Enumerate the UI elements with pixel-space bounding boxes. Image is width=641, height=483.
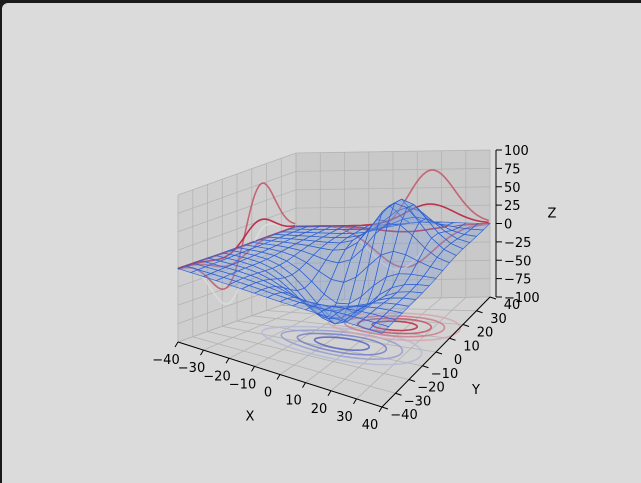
y-tick [462, 324, 470, 327]
surface-3d-chart: −40−30−20−10010203040−40−30−20−100102030… [152, 144, 557, 433]
y-axis-label: Y [471, 383, 480, 398]
grid-line-z [177, 149, 491, 196]
y-tick-label: −30 [404, 394, 431, 409]
y-tick [395, 392, 402, 396]
y-tick [489, 296, 497, 300]
y-tick-label: −40 [390, 408, 417, 423]
x-tick [378, 406, 383, 413]
z-tick-label: 25 [504, 199, 521, 214]
contour-floor-line [371, 320, 419, 332]
surface-patch [368, 322, 390, 334]
x-tick [353, 398, 357, 405]
x-tick-label: −10 [229, 377, 256, 392]
y-tick-label: −10 [431, 367, 458, 382]
x-tick [302, 382, 306, 388]
z-tick-label: 100 [504, 144, 529, 159]
y-tick [449, 337, 456, 341]
x-tick [200, 349, 204, 356]
contour-floor-line [296, 332, 388, 356]
z-tick-label: 0 [504, 218, 512, 233]
grid-line-z [177, 168, 491, 214]
y-tick [476, 310, 483, 314]
contour-floor-line [313, 336, 371, 352]
tick-labels: −40−30−20−10010203040−40−30−20−100102030… [152, 144, 539, 433]
tick-marks [174, 149, 502, 413]
x-tick [174, 341, 179, 348]
x-tick [225, 357, 230, 364]
grid-line-z [177, 296, 491, 343]
contour-floor-line [357, 317, 433, 335]
x-tick-label: −40 [152, 353, 179, 368]
z-axis-label: Z [548, 207, 557, 222]
grid-line-z [177, 241, 491, 288]
y-tick-label: −20 [417, 381, 444, 396]
x-tick-label: 10 [285, 394, 302, 409]
grid-line-z [177, 186, 491, 233]
x-tick-label: 30 [336, 410, 353, 425]
grid-line-z [177, 278, 491, 324]
x-tick-label: −30 [178, 361, 205, 376]
y-tick [422, 365, 429, 369]
y-tick-label: 10 [463, 339, 480, 354]
z-tick-label: 75 [504, 162, 521, 177]
y-tick [435, 351, 443, 355]
z-tick-label: −25 [504, 236, 531, 251]
grid-line-z [177, 259, 491, 306]
x-tick [327, 390, 332, 397]
x-tick [276, 374, 281, 380]
z-tick-label: 50 [504, 181, 521, 196]
contour-projection-floor [260, 312, 462, 366]
y-tick-label: 20 [477, 326, 494, 341]
surface-wireframe [176, 198, 491, 334]
y-tick-label: 30 [490, 312, 507, 327]
figure-window: −40 −30 −20 −10 0 10 20 30 40 −40 −30 −20 −10 0 10 20 30… [2, 3, 641, 483]
x-axis-label: X [246, 410, 255, 425]
x-tick-label: 40 [362, 418, 379, 433]
contour-floor-line [327, 312, 462, 342]
y-tick [408, 379, 416, 382]
x-tick-label: 0 [264, 386, 272, 401]
z-tick-label: −50 [504, 254, 531, 269]
y-tick-label: 0 [454, 353, 462, 368]
x-tick-label: −20 [203, 369, 230, 384]
z-tick-label: −100 [504, 291, 540, 306]
x-tick [251, 366, 255, 372]
z-tick-label: −75 [504, 273, 531, 288]
x-tick-label: 20 [311, 402, 328, 417]
y-tick [381, 406, 389, 410]
contour-x-wall-line [177, 222, 296, 305]
y-tick-label: 40 [504, 298, 521, 313]
grid-line-z [177, 204, 491, 251]
